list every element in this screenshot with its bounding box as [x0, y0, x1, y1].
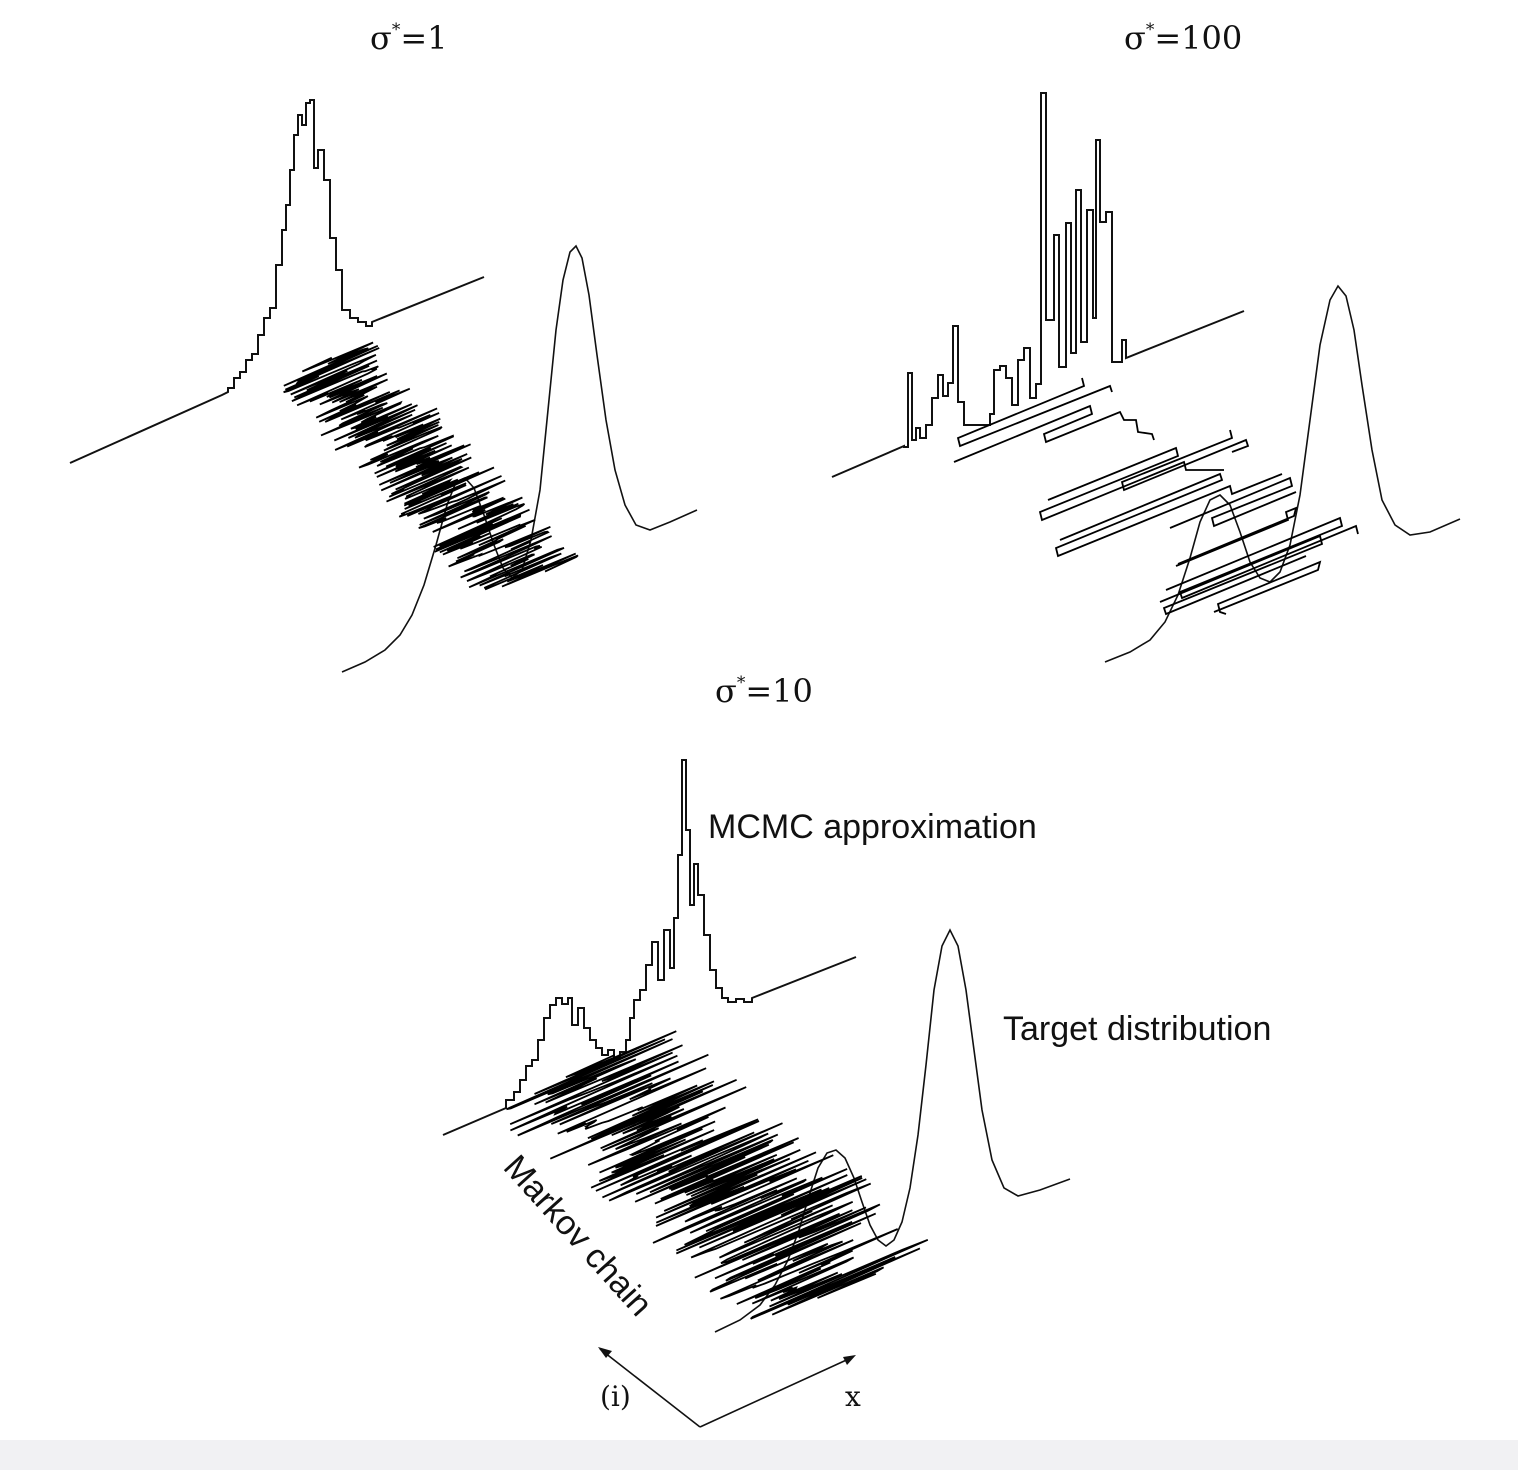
histogram-1: [69, 99, 485, 464]
panel-sigma-1: [69, 99, 698, 673]
panel-sigma-100: [831, 92, 1461, 663]
bottom-band: [0, 1440, 1518, 1470]
label-target-distribution: Target distribution: [1003, 1010, 1271, 1048]
axis-indicator: (i) x: [598, 1347, 861, 1428]
histogram-10: [442, 759, 857, 1136]
target-curve-10: [714, 928, 1071, 1333]
label-mcmc-approximation: MCMC approximation: [708, 808, 1037, 846]
markov-chain-10: [506, 1030, 929, 1320]
axis-i-arrowhead: [598, 1347, 612, 1358]
axis-i-line: [599, 1348, 701, 1428]
title-sigma-100: σ*=100: [1124, 19, 1242, 57]
axis-x-line: [699, 1356, 854, 1428]
target-curve-100: [1104, 284, 1461, 663]
histogram-100: [831, 92, 1245, 478]
panel-sigma-10: MCMC approximation Target distribution M…: [442, 759, 1271, 1428]
axis-x-arrowhead: [843, 1355, 856, 1365]
axis-label-i: (i): [600, 1380, 631, 1413]
title-sigma-10: σ*=10: [715, 672, 813, 710]
markov-chain-100: [953, 377, 1359, 616]
axis-label-x: x: [845, 1380, 861, 1413]
title-sigma-1: σ*=1: [370, 19, 448, 57]
markov-chain-1: [283, 341, 579, 591]
